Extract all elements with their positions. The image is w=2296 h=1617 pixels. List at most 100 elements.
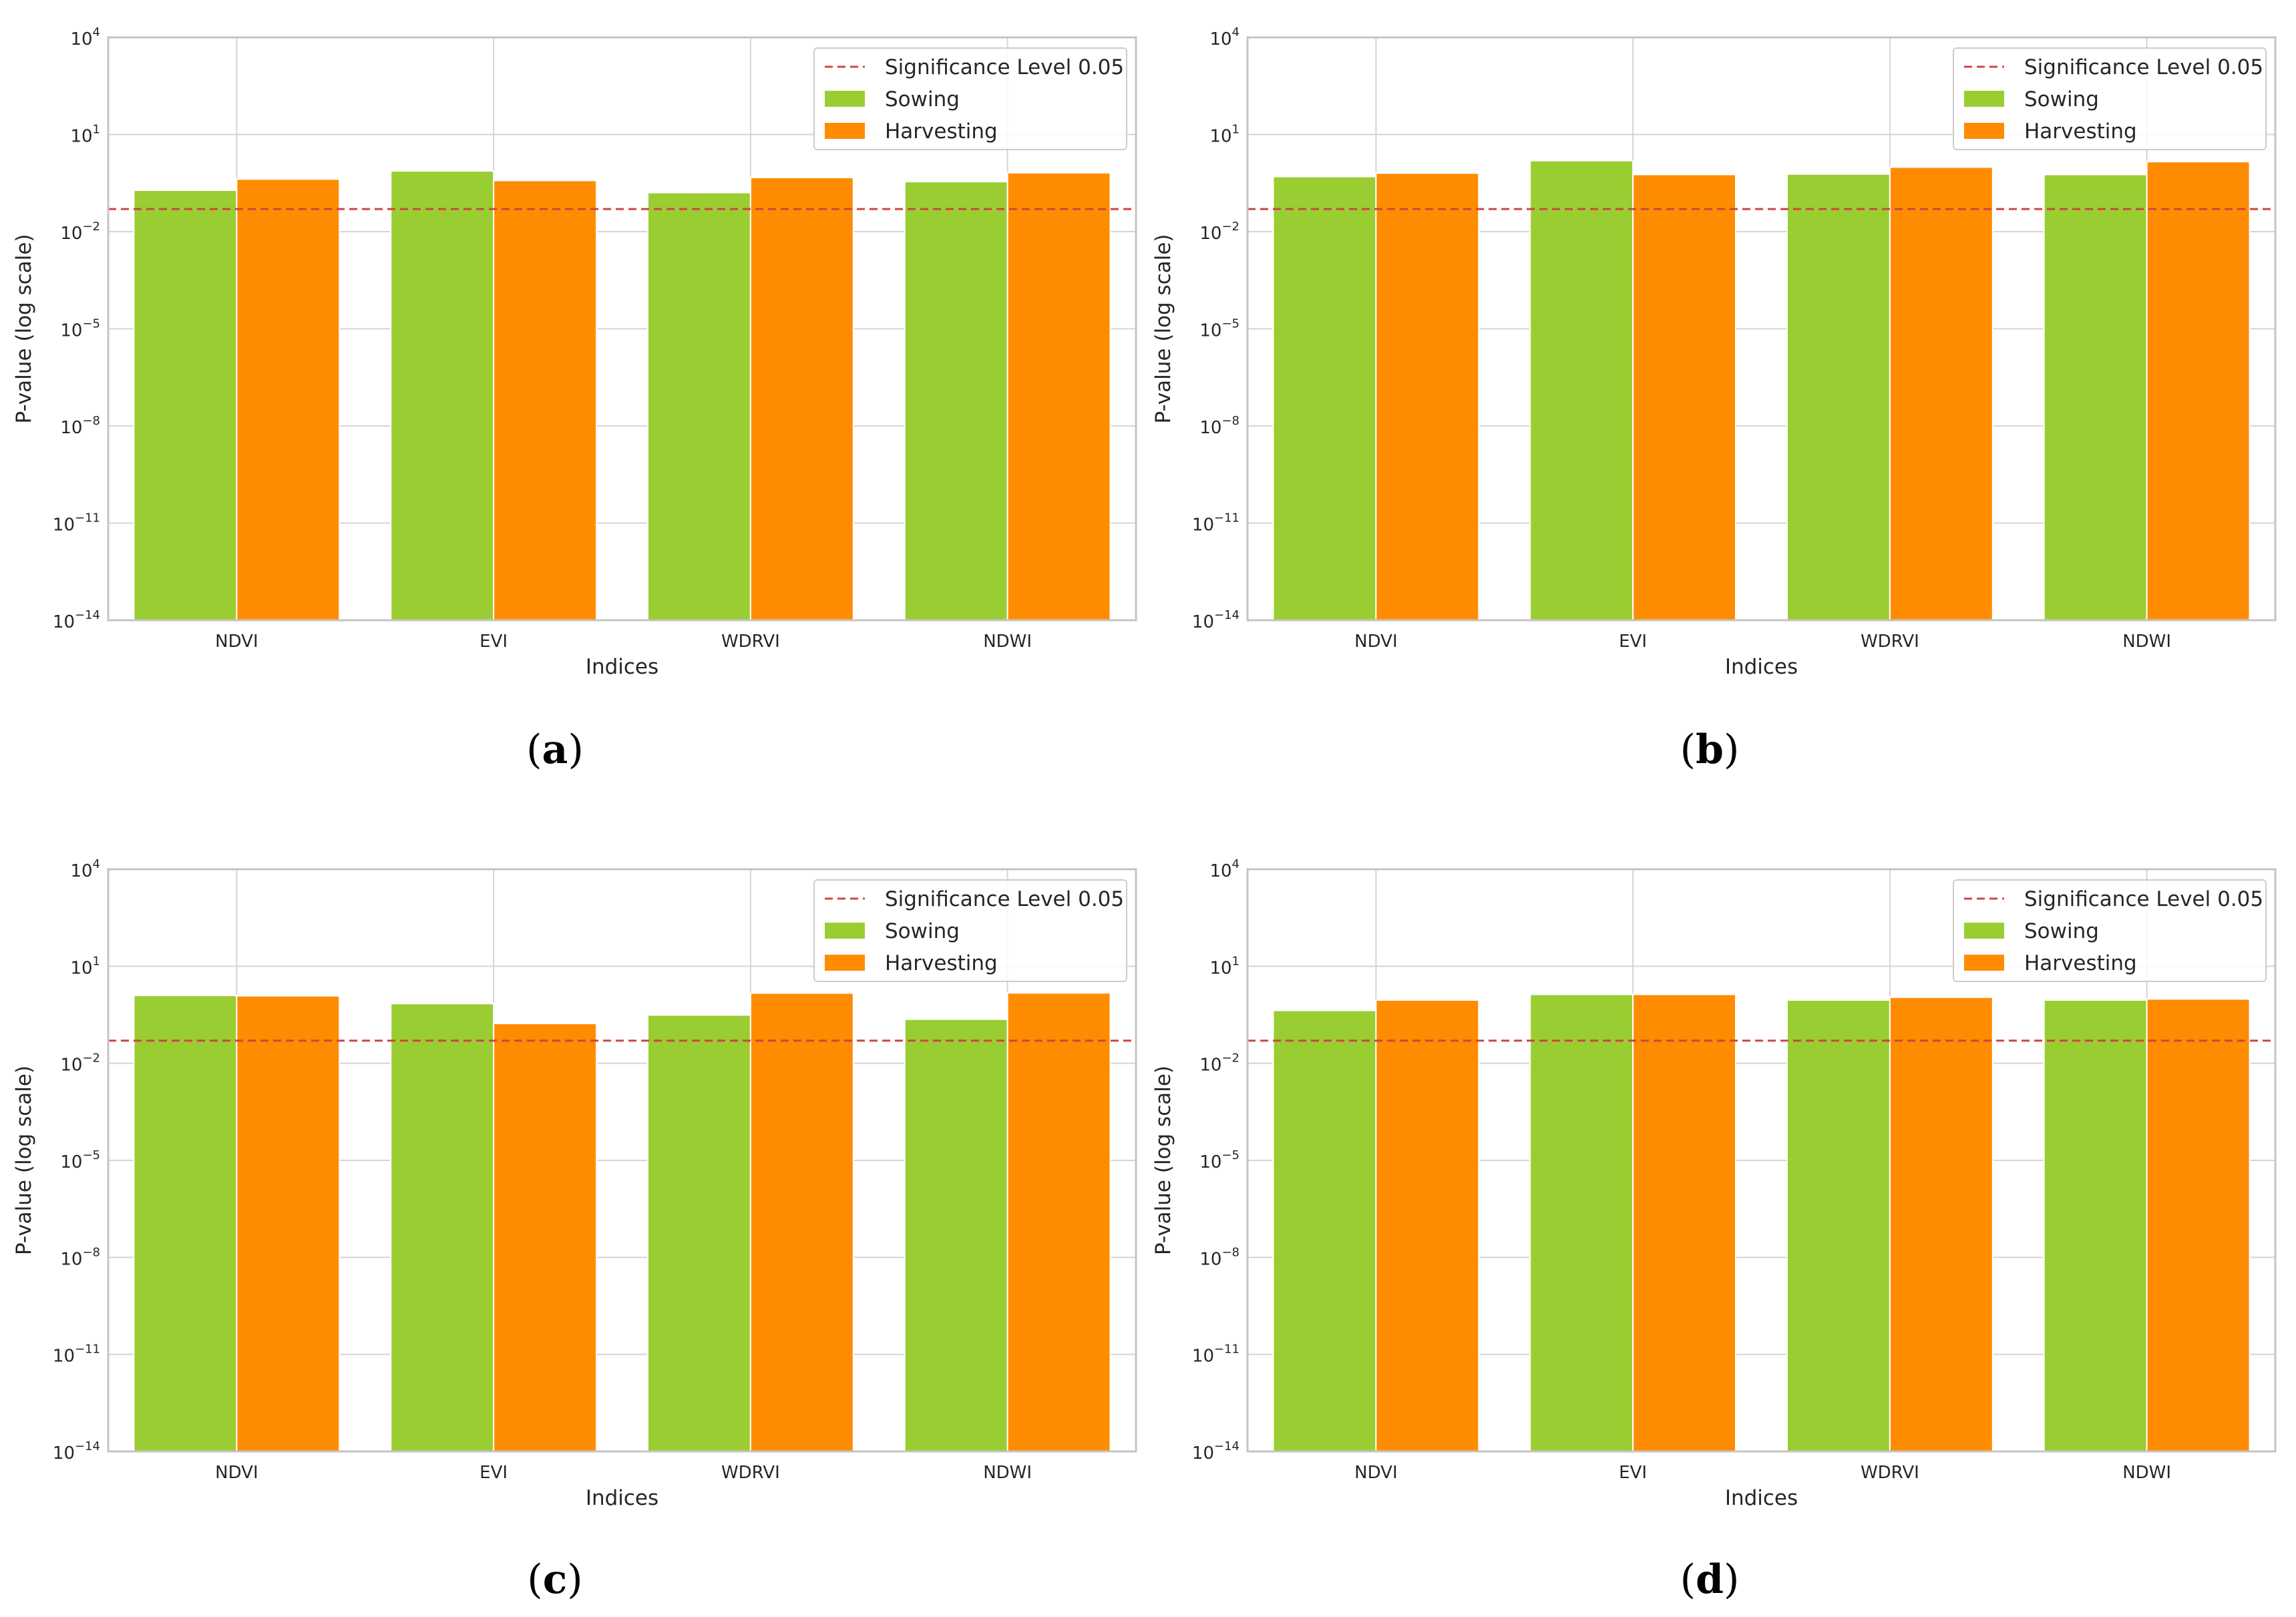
bar-sowing-wdrvi [646, 1014, 751, 1452]
y-tick-label: 10−14 [53, 608, 100, 632]
y-tick-label: 104 [70, 25, 100, 49]
y-axis-label: P-value (log scale) [1151, 234, 1175, 423]
legend-swatch-harvesting [825, 955, 865, 971]
y-tick-label: 10−11 [1192, 1343, 1239, 1367]
plot-frame [107, 36, 1137, 622]
x-tick-label: NDWI [983, 1463, 1032, 1483]
legend-label-sowing: Sowing [2024, 87, 2099, 111]
legend-label-sowing: Sowing [2024, 919, 2099, 943]
bar-sowing-wdrvi [646, 192, 751, 622]
chart-panel-b: 10−14 10−11 10−8 10−5 10−2 101 104 NDVI EVI WDRVI… [1151, 25, 2277, 773]
panel-caption: (b) [1680, 726, 1740, 773]
legend: Significance Level 0.05 Sowing Harvesting [813, 47, 1127, 150]
legend-label-sowing: Sowing [885, 919, 960, 943]
legend-label-harvesting: Harvesting [885, 951, 998, 975]
bar-harvesting-wdrvi [1889, 996, 1993, 1453]
plot-frame [1246, 36, 2277, 622]
y-tick-label: 10−14 [1192, 1439, 1239, 1463]
legend-box [813, 879, 1127, 982]
bar-harvesting-ndwi [2146, 161, 2251, 621]
x-tick-label: EVI [480, 632, 508, 652]
bar-sowing-ndvi [1272, 176, 1377, 621]
y-tick-label: 10−2 [1199, 1052, 1239, 1076]
bar-sowing-ndwi [2043, 999, 2148, 1453]
x-axis-label: Indices [586, 1486, 658, 1510]
chart-panel-a: 10−14 10−11 10−8 10−5 10−2 101 104 NDVI EVI WDRVI… [12, 25, 1137, 773]
legend-swatch-sowing [1964, 923, 2004, 939]
x-tick-label: NDVI [1354, 1463, 1397, 1483]
y-tick-label: 10−11 [53, 1343, 100, 1367]
y-tick-label: 104 [1209, 25, 1239, 49]
bar-sowing-ndvi [1272, 1009, 1377, 1452]
y-tick-label: 101 [70, 123, 100, 147]
bar-harvesting-ndvi [236, 178, 341, 621]
y-tick-label: 10−11 [1192, 511, 1239, 535]
legend-box [1953, 47, 2267, 150]
y-tick-label: 10−8 [1199, 414, 1239, 438]
x-tick-label: NDWI [2122, 632, 2171, 652]
x-axis-label: Indices [1725, 1486, 1798, 1510]
bar-harvesting-ndwi [1006, 992, 1111, 1453]
x-tick-label: WDRVI [721, 632, 780, 652]
x-tick-label: EVI [480, 1463, 508, 1483]
bar-harvesting-ndvi [1375, 172, 1480, 621]
x-tick-label: NDVI [215, 632, 258, 652]
panel-caption: (d) [1680, 1556, 1740, 1603]
y-tick-label: 10−5 [60, 1148, 100, 1172]
y-tick-label: 101 [1209, 954, 1239, 978]
legend-label-sowing: Sowing [885, 87, 960, 111]
bar-sowing-wdrvi [1786, 173, 1891, 622]
legend: Significance Level 0.05 Sowing Harvesting [1953, 47, 2267, 150]
y-tick-label: 10−5 [1199, 317, 1239, 341]
bar-harvesting-wdrvi [749, 992, 854, 1452]
legend-label-significance: Significance Level 0.05 [2024, 887, 2263, 911]
panel-caption: (c) [527, 1556, 582, 1603]
x-tick-label: WDRVI [721, 1463, 780, 1483]
bar-harvesting-ndvi [236, 995, 341, 1452]
y-tick-label: 10−2 [60, 220, 100, 244]
y-tick-label: 101 [1209, 123, 1239, 147]
bar-sowing-evi [1529, 160, 1634, 621]
x-tick-label: EVI [1619, 632, 1647, 652]
bar-harvesting-ndvi [1375, 999, 1480, 1453]
legend-swatch-harvesting [1964, 123, 2004, 139]
legend-box [813, 47, 1127, 150]
x-axis-label: Indices [1725, 655, 1798, 679]
bar-harvesting-wdrvi [1889, 166, 1993, 621]
y-tick-label: 10−5 [1199, 1148, 1239, 1172]
y-tick-label: 10−11 [53, 511, 100, 535]
legend: Significance Level 0.05 Sowing Harvesting [1953, 879, 2267, 982]
legend-label-harvesting: Harvesting [2024, 120, 2137, 144]
bar-sowing-wdrvi [1786, 999, 1891, 1453]
bar-sowing-ndvi [133, 189, 238, 621]
bar-sowing-evi [1529, 993, 1634, 1453]
bar-harvesting-ndwi [2146, 998, 2251, 1452]
legend-swatch-sowing [825, 923, 865, 939]
legend-label-significance: Significance Level 0.05 [885, 55, 1124, 79]
legend-label-harvesting: Harvesting [885, 120, 998, 144]
y-tick-label: 10−5 [60, 317, 100, 341]
x-tick-label: WDRVI [1861, 632, 1919, 652]
plot-frame [1246, 868, 2277, 1453]
bar-sowing-ndvi [133, 995, 238, 1452]
legend-box [1953, 879, 2267, 982]
y-tick-label: 10−14 [53, 1439, 100, 1463]
y-tick-label: 10−2 [60, 1052, 100, 1076]
x-axis-label: Indices [586, 655, 658, 679]
x-tick-label: NDVI [1354, 632, 1397, 652]
bar-sowing-ndwi [2043, 174, 2148, 621]
x-tick-label: NDWI [2122, 1463, 2171, 1483]
bar-harvesting-ndwi [1006, 172, 1111, 621]
y-tick-label: 104 [1209, 857, 1239, 881]
legend-swatch-harvesting [1964, 955, 2004, 971]
y-tick-label: 10−8 [60, 414, 100, 438]
y-tick-label: 10−14 [1192, 608, 1239, 632]
y-axis-label: P-value (log scale) [12, 1066, 36, 1255]
panel-caption: (a) [526, 726, 584, 773]
chart-panel-d: 10−14 10−11 10−8 10−5 10−2 101 104 NDVI EVI WDRVI… [1151, 857, 2277, 1603]
legend-label-significance: Significance Level 0.05 [885, 887, 1124, 911]
y-tick-label: 101 [70, 954, 100, 978]
legend: Significance Level 0.05 Sowing Harvesting [813, 879, 1127, 982]
y-axis-label: P-value (log scale) [1151, 1066, 1175, 1255]
